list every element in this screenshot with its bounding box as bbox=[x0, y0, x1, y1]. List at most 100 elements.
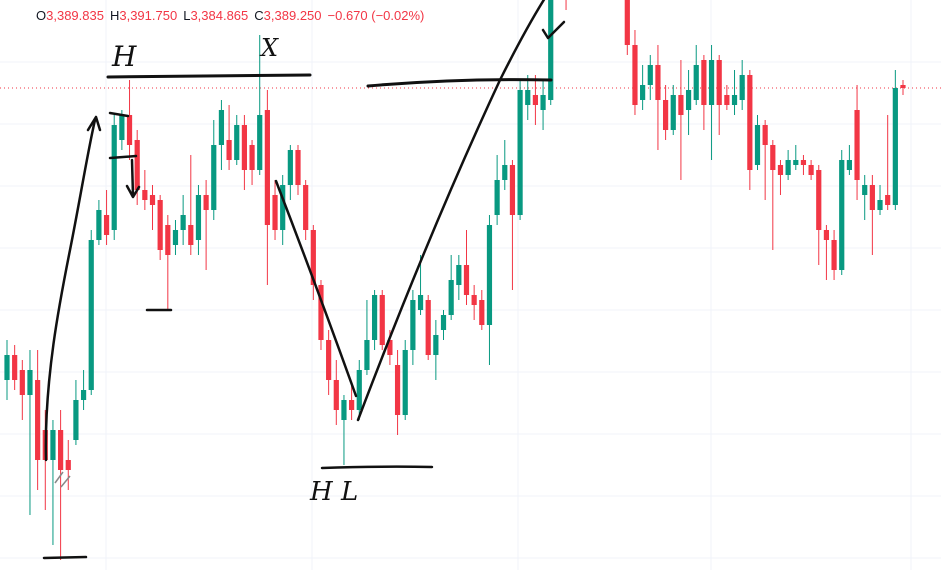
candle-body bbox=[218, 110, 225, 145]
candle-body bbox=[394, 365, 401, 415]
candle-body bbox=[195, 195, 202, 240]
candle-body bbox=[126, 115, 133, 145]
candle-body bbox=[793, 160, 799, 165]
candle-body bbox=[448, 280, 454, 315]
ohlc-label: O bbox=[36, 8, 46, 23]
candle-body bbox=[862, 185, 868, 195]
candles bbox=[4, 0, 906, 560]
drawn-line bbox=[106, 73, 312, 79]
candle-body bbox=[356, 370, 362, 410]
candle-body bbox=[402, 350, 408, 415]
candle-body bbox=[632, 45, 638, 105]
candle-body bbox=[877, 200, 883, 210]
candle-body bbox=[701, 60, 707, 105]
candle-body bbox=[103, 215, 110, 235]
candle-body bbox=[662, 100, 669, 130]
ohlc-legend: O3,389.835 H3,391.750 L3,384.865 C3,389.250… bbox=[36, 8, 424, 23]
candle-body bbox=[425, 300, 431, 355]
drawn-line bbox=[366, 78, 553, 88]
candle-body bbox=[785, 160, 791, 175]
candle-body bbox=[203, 195, 209, 210]
candle-body bbox=[19, 370, 25, 395]
candle-body bbox=[517, 90, 523, 215]
candle-body bbox=[808, 165, 814, 175]
candle-body bbox=[685, 90, 692, 110]
annotation-h: H bbox=[111, 40, 137, 73]
candle-body bbox=[80, 390, 87, 400]
candle-body bbox=[433, 335, 439, 355]
candle-body bbox=[4, 355, 10, 380]
candle-body bbox=[272, 195, 278, 230]
candle-body bbox=[234, 125, 240, 160]
candle-body bbox=[747, 75, 753, 170]
candle-body bbox=[486, 225, 493, 325]
candle-body bbox=[65, 460, 71, 470]
candle-body bbox=[12, 355, 18, 380]
candle-body bbox=[456, 265, 462, 285]
candle-body bbox=[885, 195, 891, 205]
ohlc-text: O3,389.835 H3,391.750 L3,384.865 C3,389.250… bbox=[36, 8, 424, 23]
candle-body bbox=[73, 400, 79, 440]
candle-body bbox=[410, 300, 416, 350]
candle-body bbox=[839, 160, 845, 270]
candle-body bbox=[831, 240, 837, 270]
ohlc-value: 3,389.250 bbox=[264, 8, 322, 23]
ohlc-label: L bbox=[183, 8, 190, 23]
candle-body bbox=[341, 400, 347, 420]
ohlc-value: 3,391.750 bbox=[119, 8, 177, 23]
candle-body bbox=[303, 185, 309, 230]
candle-body bbox=[326, 340, 332, 380]
candle-body bbox=[816, 170, 822, 230]
candle-body bbox=[854, 110, 860, 180]
candle-body bbox=[463, 265, 470, 295]
candle-body bbox=[165, 225, 171, 255]
candle-body bbox=[540, 95, 546, 110]
drawn-line bbox=[42, 555, 88, 560]
candle-body bbox=[678, 95, 684, 115]
drawn-line bbox=[356, 0, 546, 422]
candle-body bbox=[892, 88, 898, 205]
drawn-arrow bbox=[44, 118, 97, 462]
candle-body bbox=[724, 95, 730, 105]
candle-body bbox=[525, 90, 531, 105]
candle-body bbox=[640, 85, 646, 100]
candle-body bbox=[655, 65, 661, 100]
candle-body bbox=[708, 60, 715, 105]
candle-body bbox=[479, 300, 485, 325]
candle-body bbox=[762, 125, 768, 145]
candle-body bbox=[241, 125, 248, 170]
candle-body bbox=[50, 430, 56, 460]
drawn-line bbox=[108, 154, 138, 160]
candle-body bbox=[379, 295, 385, 345]
candle-body bbox=[693, 65, 699, 100]
candle-body bbox=[226, 140, 232, 160]
drawn-check bbox=[541, 20, 566, 40]
candle-body bbox=[333, 380, 339, 410]
candle-body bbox=[509, 165, 516, 215]
candle-body bbox=[96, 210, 102, 240]
candle-body bbox=[58, 430, 64, 470]
candle-body bbox=[211, 145, 217, 210]
candle-body bbox=[88, 240, 94, 390]
candle-body bbox=[440, 315, 447, 330]
candle-body bbox=[548, 0, 554, 100]
candle-body bbox=[295, 150, 301, 185]
candle-body bbox=[770, 145, 776, 170]
candle-body bbox=[310, 230, 316, 285]
candle-body bbox=[471, 295, 477, 305]
candle-body bbox=[249, 145, 255, 170]
drawn-arrow bbox=[125, 158, 141, 199]
candle-body bbox=[134, 140, 140, 190]
candle-body bbox=[387, 340, 393, 355]
candle-body bbox=[142, 190, 148, 200]
candle-body bbox=[754, 125, 761, 165]
candle-body bbox=[731, 95, 738, 105]
candle-body bbox=[119, 115, 125, 140]
candle-body bbox=[172, 230, 179, 245]
candle-body bbox=[670, 95, 676, 130]
candle-body bbox=[502, 165, 508, 180]
candle-body bbox=[180, 215, 186, 230]
candle-body bbox=[364, 340, 370, 370]
annotation-x: X bbox=[259, 34, 279, 62]
